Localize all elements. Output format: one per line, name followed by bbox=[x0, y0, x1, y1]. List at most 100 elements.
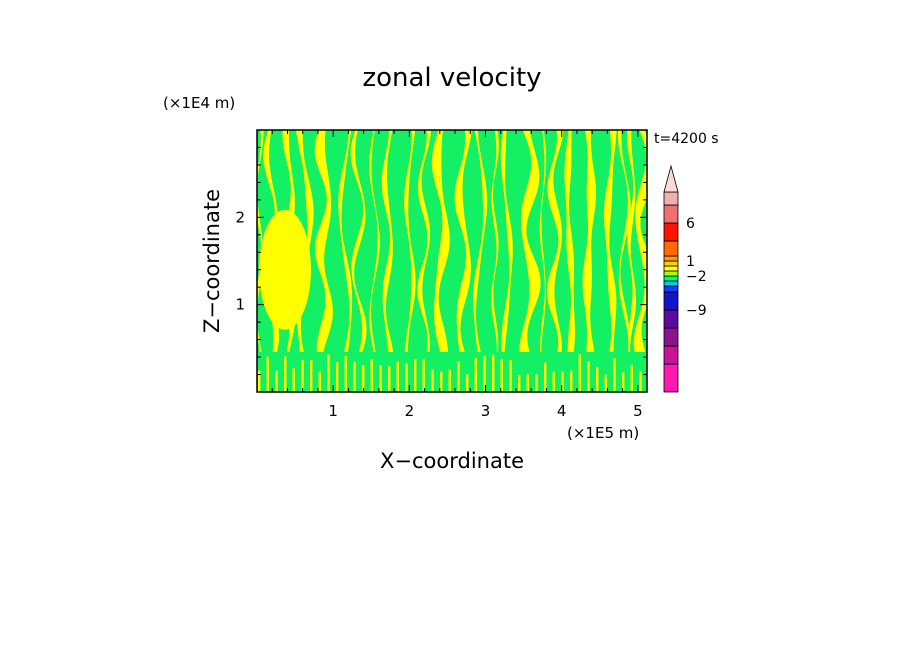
turbulence-streak bbox=[362, 365, 365, 392]
colorbar-extend-arrow bbox=[663, 164, 679, 193]
turbulence-streak bbox=[431, 369, 434, 392]
turbulence-streak bbox=[279, 367, 282, 392]
y-scale-label: (×1E4 m) bbox=[163, 94, 235, 112]
colorbar-label: 15.1 bbox=[686, 0, 717, 4]
positive-velocity-streak bbox=[473, 130, 488, 352]
y-tick-label: 2 bbox=[235, 208, 245, 226]
turbulence-streak bbox=[392, 372, 395, 392]
positive-velocity-streak bbox=[454, 130, 472, 352]
colorbar-level bbox=[663, 191, 679, 206]
x-tick-label: 1 bbox=[328, 402, 338, 420]
turbulence-streak bbox=[435, 364, 438, 392]
turbulence-streak bbox=[275, 370, 278, 392]
colorbar-level bbox=[663, 260, 679, 267]
turbulence-streak bbox=[600, 366, 603, 392]
colorbar-level bbox=[663, 363, 679, 393]
turbulence-streak bbox=[470, 359, 473, 392]
turbulence-streak bbox=[496, 375, 499, 392]
turbulence-streak bbox=[288, 363, 291, 392]
turbulence-streak bbox=[622, 372, 625, 392]
turbulence-streak bbox=[353, 361, 356, 392]
positive-velocity-streak bbox=[338, 130, 353, 352]
turbulence-streak bbox=[552, 371, 555, 392]
turbulence-streak bbox=[422, 359, 425, 392]
colorbar-level bbox=[663, 285, 679, 293]
positive-velocity-streak bbox=[350, 130, 367, 352]
turbulence-streak bbox=[271, 367, 274, 392]
turbulence-streak bbox=[331, 354, 334, 392]
turbulence-streak bbox=[466, 374, 469, 392]
colorbar-level bbox=[663, 291, 679, 311]
turbulence-streak bbox=[609, 370, 612, 392]
colorbar: 15.1 6 1−2 −9 bbox=[663, 0, 717, 393]
turbulence-streak bbox=[500, 359, 503, 392]
positive-velocity-streak bbox=[431, 130, 450, 352]
colorbar-label: 1 bbox=[686, 254, 695, 270]
turbulence-streak bbox=[583, 366, 586, 392]
x-axis-label: X−coordinate bbox=[380, 449, 524, 473]
turbulence-streak bbox=[596, 367, 599, 392]
turbulence-streak bbox=[539, 375, 542, 392]
colorbar-level bbox=[663, 327, 679, 347]
turbulence-streak bbox=[479, 355, 482, 392]
turbulence-streak bbox=[258, 370, 261, 392]
positive-velocity-streak bbox=[500, 130, 513, 352]
turbulence-streak bbox=[591, 359, 594, 392]
turbulence-streak bbox=[505, 362, 508, 392]
turbulence-streak bbox=[492, 354, 495, 392]
positive-velocity-streak bbox=[582, 130, 597, 352]
turbulence-streak bbox=[531, 373, 534, 392]
turbulence-streak bbox=[604, 374, 607, 392]
positive-velocity-streak bbox=[404, 130, 416, 352]
positive-velocity-streak bbox=[381, 130, 394, 352]
y-tick-label: 1 bbox=[235, 296, 245, 314]
turbulence-streak bbox=[301, 359, 304, 392]
colorbar-label: −2 bbox=[686, 269, 707, 285]
turbulence-streak bbox=[375, 355, 378, 392]
turbulence-streak bbox=[318, 371, 321, 392]
turbulence-streak bbox=[461, 366, 464, 392]
turbulence-streak bbox=[548, 355, 551, 392]
turbulence-streak bbox=[565, 361, 568, 392]
turbulence-streak bbox=[587, 361, 590, 392]
x-axis: 1 2 3 4 5 bbox=[271, 130, 643, 420]
turbulence-streak bbox=[344, 355, 347, 392]
colorbar-level bbox=[663, 265, 679, 272]
x-tick-label: 4 bbox=[557, 402, 567, 420]
turbulence-streak bbox=[630, 364, 633, 392]
turbulence-streak bbox=[336, 362, 339, 392]
turbulence-streak bbox=[522, 373, 525, 392]
positive-velocity-streak bbox=[633, 130, 647, 352]
turbulence-streak bbox=[526, 374, 529, 392]
turbulence-streak bbox=[448, 369, 451, 392]
turbulence-streak bbox=[305, 368, 308, 392]
positive-velocity-streak bbox=[369, 130, 380, 352]
turbulence-streak bbox=[310, 360, 313, 392]
plot-frame bbox=[256, 129, 648, 393]
turbulence-streak bbox=[340, 356, 343, 392]
colorbar-level bbox=[663, 275, 679, 282]
positive-velocity-streak bbox=[519, 130, 541, 352]
colorbar-level bbox=[663, 309, 679, 329]
colorbar-level bbox=[663, 345, 679, 365]
positive-velocity-streak bbox=[564, 130, 575, 352]
turbulence-streak bbox=[643, 362, 646, 392]
turbulence-streak bbox=[366, 363, 369, 392]
y-axis: 12 bbox=[235, 146, 647, 376]
turbulence-streak bbox=[292, 368, 295, 392]
turbulence-streak bbox=[401, 364, 404, 392]
turbulence-streak bbox=[635, 373, 638, 392]
turbulence-streak bbox=[561, 371, 564, 392]
turbulence-streak bbox=[487, 361, 490, 392]
positive-velocity-streak bbox=[539, 130, 547, 352]
y-axis-label: Z−coordinate bbox=[200, 189, 224, 333]
positive-velocity-streak bbox=[618, 130, 631, 352]
turbulence-streak bbox=[639, 371, 642, 392]
positive-velocity-streak bbox=[603, 130, 617, 352]
turbulence-streak bbox=[379, 365, 382, 392]
turbulence-streak bbox=[578, 354, 581, 392]
turbulence-streak bbox=[405, 363, 408, 392]
turbulence-streak bbox=[518, 375, 521, 392]
colorbar-label: −9 bbox=[686, 303, 707, 319]
